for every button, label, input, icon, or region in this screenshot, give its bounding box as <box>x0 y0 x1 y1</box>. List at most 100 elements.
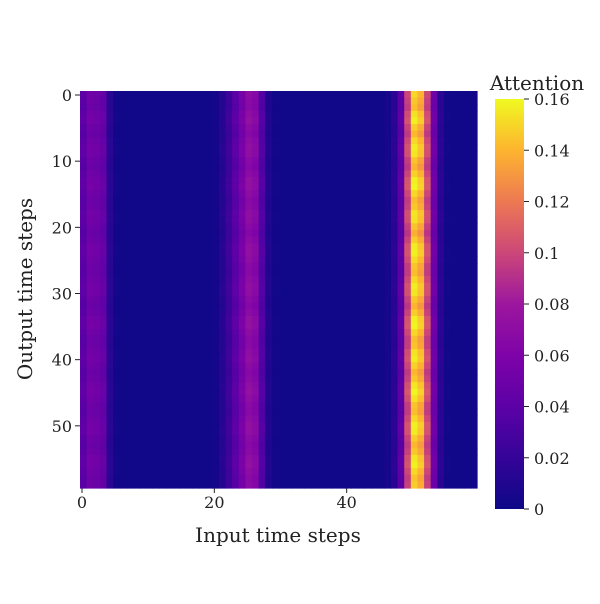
heatmap-cell <box>232 302 240 310</box>
heatmap-cell <box>159 349 167 357</box>
heatmap-cell <box>457 435 465 443</box>
heatmap-cell <box>338 375 346 383</box>
heatmap-cell <box>232 196 240 205</box>
heatmap-cell <box>192 349 200 357</box>
heatmap-cell <box>443 368 452 377</box>
heatmap-cell <box>351 435 359 443</box>
heatmap-cell <box>139 289 147 297</box>
heatmap-cell <box>390 269 399 277</box>
heatmap-cell <box>80 150 88 158</box>
heatmap-cell <box>113 408 121 416</box>
heatmap-cell <box>93 216 101 224</box>
heatmap-cell <box>126 97 134 105</box>
heatmap-cell <box>463 382 471 390</box>
heatmap-cell <box>377 124 385 132</box>
heatmap-cell <box>304 256 313 264</box>
heatmap-cell <box>285 382 293 390</box>
heatmap-cell <box>278 124 286 132</box>
heatmap-cell <box>86 143 94 152</box>
heatmap-cell <box>106 454 114 463</box>
heatmap-cell <box>166 269 174 277</box>
heatmap-cell <box>338 236 346 244</box>
heatmap-cell <box>238 401 247 410</box>
heatmap-cell <box>199 454 207 463</box>
heatmap-cell <box>86 335 94 344</box>
heatmap-cell <box>185 163 194 171</box>
heatmap-cell <box>344 388 352 396</box>
heatmap-cell <box>152 229 160 238</box>
heatmap-cell <box>331 415 339 423</box>
heatmap-cell <box>238 289 247 297</box>
heatmap-cell <box>410 276 419 284</box>
heatmap-cell <box>192 375 200 383</box>
heatmap-cell <box>377 203 385 211</box>
heatmap-cell <box>430 124 438 132</box>
heatmap-cell <box>331 296 339 304</box>
heatmap-cell <box>344 229 352 238</box>
heatmap-cell <box>139 355 147 363</box>
heatmap-cell <box>450 229 458 238</box>
heatmap-cell <box>185 124 194 132</box>
heatmap-cell <box>132 183 141 191</box>
heatmap-cell <box>218 315 227 324</box>
heatmap-cell <box>357 282 366 291</box>
heatmap-cell <box>364 130 372 138</box>
heatmap-cell <box>390 309 399 317</box>
heatmap-cell <box>146 97 154 105</box>
heatmap-cell <box>364 110 372 119</box>
heatmap-cell <box>192 441 200 449</box>
heatmap-cell <box>304 223 313 231</box>
heatmap-cell <box>298 177 306 185</box>
heatmap-cell <box>199 309 207 317</box>
heatmap-cell <box>146 335 154 344</box>
heatmap-cell <box>106 461 114 469</box>
heatmap-cell <box>139 276 147 284</box>
heatmap-cell <box>99 474 108 482</box>
heatmap-cell <box>185 130 194 138</box>
heatmap-cell <box>218 124 227 132</box>
heatmap-cell <box>443 170 452 178</box>
heatmap-cell <box>424 183 432 191</box>
heatmap-cell <box>410 249 419 258</box>
heatmap-cell <box>93 296 101 304</box>
heatmap-cell <box>397 163 405 171</box>
heatmap-cell <box>146 143 154 152</box>
heatmap-cell <box>258 474 266 482</box>
heatmap-cell <box>377 110 385 119</box>
heatmap-cell <box>258 236 266 244</box>
heatmap-cell <box>113 203 121 211</box>
heatmap-cell <box>351 229 359 238</box>
heatmap-cell <box>397 481 405 489</box>
heatmap-cell <box>384 362 392 370</box>
heatmap-cell <box>390 216 399 224</box>
heatmap-cell <box>331 170 339 178</box>
heatmap-cell <box>271 104 280 112</box>
heatmap-cell <box>397 223 405 231</box>
heatmap-cell <box>417 170 425 178</box>
heatmap-cell <box>384 210 392 218</box>
heatmap-cell <box>338 368 346 377</box>
heatmap-cell <box>351 415 359 423</box>
heatmap-cell <box>311 322 319 330</box>
heatmap-cell <box>450 322 458 330</box>
heatmap-cell <box>344 448 352 456</box>
heatmap-cell <box>390 243 399 251</box>
heatmap-cell <box>192 468 200 476</box>
heatmap-cell <box>404 315 412 324</box>
heatmap-cell <box>463 190 471 198</box>
heatmap-cell <box>430 342 438 350</box>
heatmap-cell <box>126 124 134 132</box>
heatmap-cell <box>371 229 379 238</box>
heatmap-cell <box>377 349 385 357</box>
heatmap-cell <box>185 150 194 158</box>
heatmap-cell <box>132 461 141 469</box>
heatmap-cell <box>371 97 379 105</box>
heatmap-cell <box>384 216 392 224</box>
heatmap-cell <box>106 170 114 178</box>
heatmap-cell <box>218 203 227 211</box>
heatmap-cell <box>106 210 114 218</box>
heatmap-cell <box>159 368 167 377</box>
heatmap-cell <box>80 395 88 403</box>
heatmap-cell <box>285 454 293 463</box>
heatmap-cell <box>265 183 273 191</box>
